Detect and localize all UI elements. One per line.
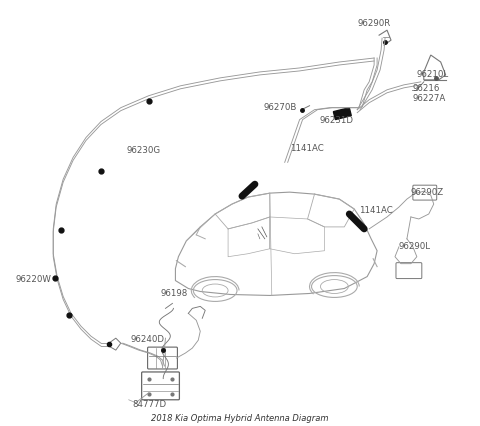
Text: 96198: 96198 (160, 288, 188, 297)
Text: 96210L: 96210L (417, 70, 449, 79)
Text: 96290R: 96290R (357, 19, 391, 28)
Text: 1141AC: 1141AC (289, 144, 324, 153)
Text: 96231D: 96231D (320, 116, 353, 125)
Text: 96230G: 96230G (127, 146, 161, 155)
Text: 96216: 96216 (413, 84, 440, 93)
Text: 96270B: 96270B (264, 103, 297, 112)
Text: 96220W: 96220W (15, 274, 51, 283)
Text: 84777D: 84777D (132, 399, 167, 408)
Text: 96227A: 96227A (413, 94, 446, 103)
Text: 1141AC: 1141AC (359, 205, 393, 214)
Text: 96290Z: 96290Z (411, 187, 444, 196)
Text: 96290L: 96290L (399, 242, 431, 250)
Text: 2018 Kia Optima Hybrid Antenna Diagram: 2018 Kia Optima Hybrid Antenna Diagram (151, 413, 329, 422)
Polygon shape (424, 56, 445, 81)
Polygon shape (334, 109, 351, 120)
Text: 96240D: 96240D (131, 334, 165, 343)
